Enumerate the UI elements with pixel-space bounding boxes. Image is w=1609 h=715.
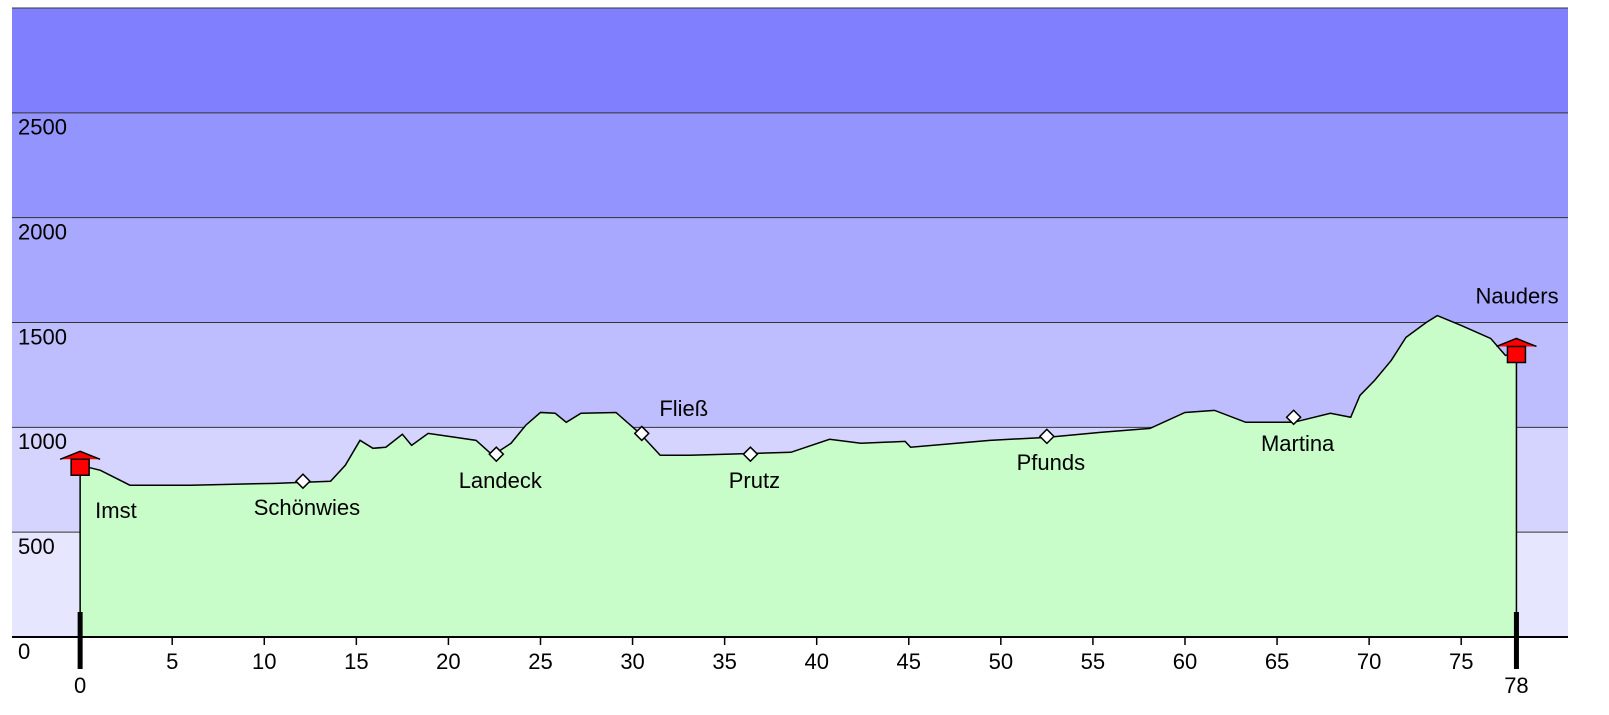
plot-area: Nauders bbox=[12, 7, 1568, 638]
x-tick-label: 55 bbox=[1081, 649, 1105, 674]
y-tick-label: 0 bbox=[18, 639, 30, 664]
endpoint-house bbox=[1496, 337, 1537, 364]
x-tick-label: 45 bbox=[897, 649, 921, 674]
x-tick-label: 50 bbox=[989, 649, 1013, 674]
x-tick-label: 20 bbox=[436, 649, 460, 674]
elevation-area bbox=[79, 314, 1518, 638]
place-marker bbox=[633, 425, 650, 442]
x-tick-label: 5 bbox=[166, 649, 178, 674]
endpoint-label: 78 bbox=[1504, 673, 1528, 698]
x-tick-label: 35 bbox=[712, 649, 736, 674]
place-label: Martina bbox=[1261, 431, 1335, 456]
x-tick-label: 60 bbox=[1173, 649, 1197, 674]
y-tick-label: 1000 bbox=[18, 429, 67, 454]
x-tick-label: 40 bbox=[804, 649, 828, 674]
place-label: Prutz bbox=[729, 468, 780, 493]
place-label: Schönwies bbox=[254, 495, 360, 520]
place-label: Pfunds bbox=[1017, 450, 1086, 475]
y-tick-label: 1500 bbox=[18, 324, 67, 349]
place-marker bbox=[1038, 428, 1055, 445]
place-label: Nauders bbox=[1475, 283, 1558, 308]
place-label: Fließ bbox=[659, 396, 708, 421]
y-tick-label: 2000 bbox=[18, 219, 67, 244]
x-tick-label: 75 bbox=[1449, 649, 1473, 674]
elevation-band bbox=[12, 322, 1568, 428]
x-tick-label: 15 bbox=[344, 649, 368, 674]
place-label: Landeck bbox=[459, 468, 543, 493]
elevation-band bbox=[12, 8, 1568, 113]
endpoint-label: 0 bbox=[74, 673, 86, 698]
y-tick-label: 2500 bbox=[18, 115, 67, 140]
x-tick-label: 10 bbox=[252, 649, 276, 674]
elevation-band bbox=[12, 217, 1568, 323]
elevation-band bbox=[12, 112, 1568, 218]
place-marker bbox=[294, 473, 312, 490]
x-tick-label: 30 bbox=[620, 649, 644, 674]
y-tick-label: 500 bbox=[18, 534, 55, 559]
place-label: Imst bbox=[95, 498, 137, 523]
endpoint-house bbox=[59, 450, 101, 477]
x-tick-label: 25 bbox=[528, 649, 552, 674]
place-marker bbox=[1285, 409, 1302, 426]
x-tick-label: 70 bbox=[1357, 649, 1381, 674]
place-marker bbox=[742, 446, 759, 463]
place-marker bbox=[488, 446, 505, 463]
x-tick-label: 65 bbox=[1265, 649, 1289, 674]
